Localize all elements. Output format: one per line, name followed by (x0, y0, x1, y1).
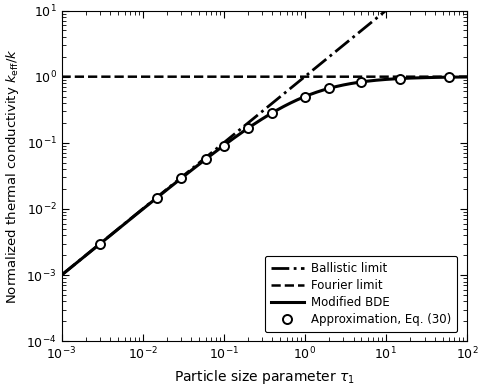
Ballistic limit (214, 146, 220, 151)
Approximation, Eq. (30) (154, 195, 160, 200)
Fourier limit (214, 74, 220, 79)
Fourier limit (129, 74, 134, 79)
Approximation, Eq. (30) (302, 94, 308, 99)
X-axis label: Particle size parameter $\tau_1$: Particle size parameter $\tau_1$ (174, 368, 355, 386)
Approximation, Eq. (30) (446, 75, 452, 80)
Ballistic limit (59, 273, 65, 277)
Fourier limit (59, 74, 65, 79)
Approximation, Eq. (30) (269, 110, 275, 115)
Modified BDE (413, 76, 418, 80)
Approximation, Eq. (30) (326, 86, 332, 90)
Line: Approximation, Eq. (30): Approximation, Eq. (30) (96, 73, 454, 248)
Fourier limit (456, 74, 462, 79)
Approximation, Eq. (30) (245, 126, 251, 131)
Approximation, Eq. (30) (178, 176, 184, 181)
Line: Ballistic limit: Ballistic limit (62, 0, 467, 275)
Ballistic limit (232, 131, 238, 136)
Modified BDE (214, 148, 220, 153)
Fourier limit (464, 74, 470, 79)
Fourier limit (232, 74, 238, 79)
Modified BDE (456, 75, 462, 80)
Ballistic limit (105, 235, 111, 240)
Legend: Ballistic limit, Fourier limit, Modified BDE, Approximation, Eq. (30): Ballistic limit, Fourier limit, Modified… (265, 256, 457, 332)
Modified BDE (464, 74, 470, 79)
Approximation, Eq. (30) (397, 76, 403, 81)
Ballistic limit (129, 215, 134, 220)
Modified BDE (105, 235, 111, 240)
Fourier limit (413, 74, 418, 79)
Approximation, Eq. (30) (203, 157, 209, 161)
Approximation, Eq. (30) (221, 143, 227, 148)
Modified BDE (232, 135, 238, 140)
Modified BDE (129, 216, 134, 220)
Y-axis label: Normalized thermal conductivity $k_{\mathrm{eff}}/k$: Normalized thermal conductivity $k_{\mat… (4, 48, 21, 304)
Line: Modified BDE: Modified BDE (62, 77, 467, 275)
Modified BDE (59, 273, 65, 277)
Approximation, Eq. (30) (97, 241, 103, 246)
Fourier limit (105, 74, 111, 79)
Approximation, Eq. (30) (359, 80, 364, 84)
